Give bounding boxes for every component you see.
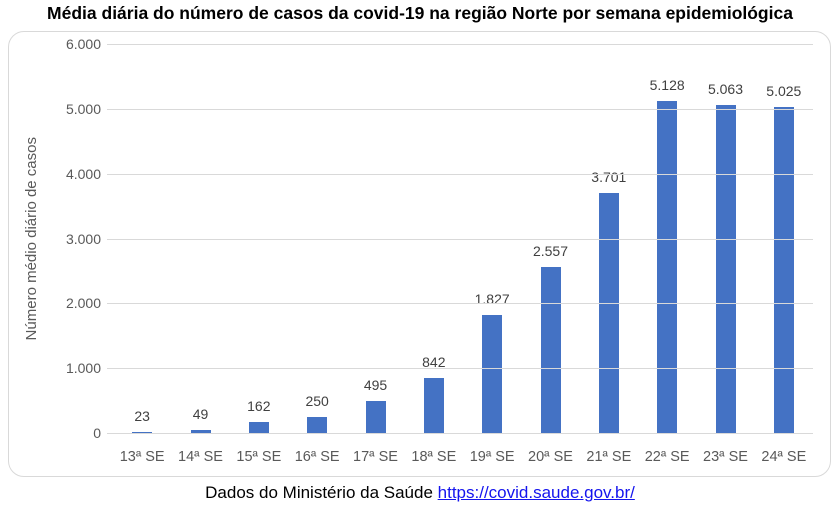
x-tick-label: 18ª SE	[411, 449, 457, 465]
x-tick-label: 19ª SE	[469, 449, 515, 465]
bar-13ª SE	[132, 432, 153, 433]
data-label: 1.827	[474, 291, 510, 307]
chart-area: Número médio diário de casos 23 49 162 250 4…	[8, 31, 831, 477]
y-tick-label: 2.000	[65, 295, 101, 312]
x-tick-label: 20ª SE	[528, 449, 573, 465]
plot-area: 23 49 162 250 495 842 1.827 2.557 3.701 5.128 5.06…	[113, 44, 813, 433]
data-label: 495	[363, 377, 388, 393]
bar-18ª SE	[423, 378, 444, 433]
bar-24ª SE	[773, 107, 794, 433]
gridline	[107, 433, 813, 434]
gridline	[107, 238, 813, 240]
data-label: 49	[192, 406, 209, 422]
data-label: 5.025	[766, 83, 802, 99]
bar-17ª SE	[365, 401, 386, 433]
data-label: 5.128	[649, 77, 685, 93]
bar-19ª SE	[482, 315, 503, 433]
bar-20ª SE	[540, 267, 561, 433]
y-tick-label: 5.000	[65, 100, 101, 117]
bar-16ª SE	[307, 417, 328, 433]
data-label: 2.557	[532, 243, 569, 259]
x-tick-label: 17ª SE	[353, 449, 398, 465]
y-tick-label: 1.000	[65, 360, 101, 377]
y-tick-label: 3.000	[65, 230, 101, 247]
data-label: 3.701	[591, 169, 627, 185]
data-label: 23	[134, 408, 150, 424]
chart-title: Média diária do número de casos da covid…	[47, 3, 793, 23]
y-tick-label: 0	[93, 425, 101, 441]
x-tick-label: 15ª SE	[236, 449, 282, 465]
bar-23ª SE	[715, 105, 736, 433]
gridline	[107, 368, 813, 370]
gridline	[107, 44, 813, 45]
x-tick-label: 21ª SE	[586, 449, 632, 465]
x-tick-label: 16ª SE	[294, 449, 340, 465]
y-tick-label: 6.000	[65, 36, 101, 52]
gridline	[107, 108, 813, 110]
y-tick-label: 4.000	[65, 165, 101, 182]
gridline	[107, 303, 813, 305]
data-label: 162	[247, 398, 271, 414]
x-tick-label: 13ª SE	[119, 449, 165, 465]
bar-21ª SE	[598, 193, 619, 433]
bar-22ª SE	[657, 101, 678, 433]
data-label: 5.063	[707, 81, 744, 97]
bar-15ª SE	[248, 422, 269, 433]
data-label: 842	[422, 354, 446, 370]
gridline	[107, 173, 813, 175]
source-text: Dados do Ministério da Saúde	[205, 483, 438, 502]
x-tick-label: 23ª SE	[703, 449, 748, 465]
x-tick-label: 14ª SE	[178, 449, 223, 465]
x-tick-label: 22ª SE	[644, 449, 690, 465]
source-link[interactable]: https://covid.saude.gov.br/	[437, 483, 635, 502]
bar-14ª SE	[190, 430, 211, 433]
source-caption: Dados do Ministério da Saúde https://cov…	[0, 483, 840, 503]
x-tick-label: 24ª SE	[761, 449, 807, 465]
data-label: 250	[305, 393, 329, 409]
